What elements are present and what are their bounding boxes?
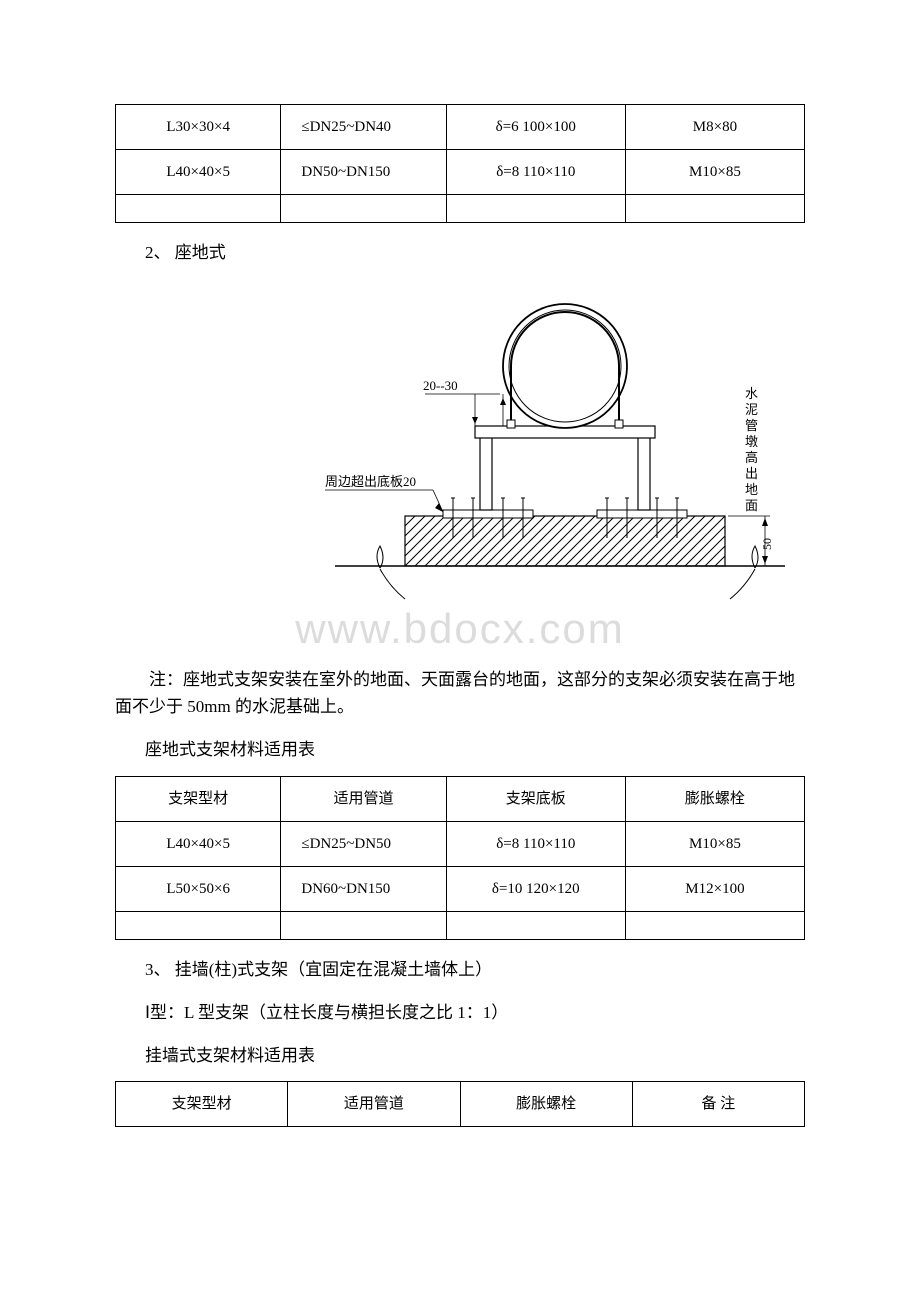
table-row: L30×30×4 ≤DN25~DN40 δ=6 100×100 M8×80 [116, 105, 805, 150]
cell: L40×40×5 [116, 821, 281, 866]
cell: L40×40×5 [116, 150, 281, 195]
label-edge: 周边超出底板20 [325, 474, 416, 489]
label-dim-50: 50 [760, 538, 774, 550]
th: 支架型材 [116, 776, 281, 821]
cell: ≤DN25~DN50 [281, 821, 446, 866]
cell: ≤DN25~DN40 [281, 105, 446, 150]
cell: δ=8 110×110 [446, 821, 625, 866]
table-header-row: 支架型材 适用管道 膨胀螺栓 备 注 [116, 1082, 805, 1127]
cell: DN60~DN150 [281, 866, 446, 911]
table-row: L40×40×5 ≤DN25~DN50 δ=8 110×110 M10×85 [116, 821, 805, 866]
cell: δ=6 100×100 [446, 105, 625, 150]
cell: L50×50×6 [116, 866, 281, 911]
floor-bracket-figure: 20--30 周边超出底板20 水 泥 管 墩 高 出 地 面 50 [115, 286, 805, 615]
th: 支架型材 [116, 1082, 288, 1127]
section-3-title: 3、 挂墙(柱)式支架（宜固定在混凝土墙体上） [145, 956, 805, 983]
label-right-1: 水 [745, 386, 758, 401]
label-right-7: 地 [745, 482, 758, 497]
label-right-4: 墩 [745, 434, 758, 449]
cell: M8×80 [625, 105, 804, 150]
table-wall-materials-header: 支架型材 适用管道 膨胀螺栓 备 注 [115, 1081, 805, 1127]
th: 适用管道 [288, 1082, 460, 1127]
table-row-empty [116, 195, 805, 223]
table-row: L40×40×5 DN50~DN150 δ=8 110×110 M10×85 [116, 150, 805, 195]
cell: M10×85 [625, 821, 804, 866]
bracket-diagram-svg: 20--30 周边超出底板20 水 泥 管 墩 高 出 地 面 50 [325, 286, 795, 606]
label-right-3: 管 [745, 418, 758, 433]
th: 膨胀螺栓 [625, 776, 804, 821]
table-top-materials: L30×30×4 ≤DN25~DN40 δ=6 100×100 M8×80 L4… [115, 104, 805, 223]
th: 适用管道 [281, 776, 446, 821]
th: 支架底板 [446, 776, 625, 821]
cell: L30×30×4 [116, 105, 281, 150]
table3-caption: 挂墙式支架材料适用表 [145, 1042, 805, 1069]
cell: M12×100 [625, 866, 804, 911]
th: 膨胀螺栓 [460, 1082, 632, 1127]
table-header-row: 支架型材 适用管道 支架底板 膨胀螺栓 [116, 776, 805, 821]
th: 备 注 [632, 1082, 804, 1127]
floor-bracket-note: 注：座地式支架安装在室外的地面、天面露台的地面，这部分的支架必须安装在高于地面不… [115, 666, 805, 720]
table-row-empty [116, 911, 805, 939]
label-right-6: 出 [745, 466, 758, 481]
label-right-8: 面 [745, 498, 758, 513]
label-right-2: 泥 [745, 402, 758, 417]
table-floor-materials: 支架型材 适用管道 支架底板 膨胀螺栓 L40×40×5 ≤DN25~DN50 … [115, 776, 805, 940]
cell: M10×85 [625, 150, 804, 195]
cell: DN50~DN150 [281, 150, 446, 195]
cell: δ=8 110×110 [446, 150, 625, 195]
section-3-sub: Ⅰ型：L 型支架（立柱长度与横担长度之比 1：1） [145, 999, 805, 1026]
cell: δ=10 120×120 [446, 866, 625, 911]
table-row: L50×50×6 DN60~DN150 δ=10 120×120 M12×100 [116, 866, 805, 911]
section-2-title: 2、 座地式 [145, 239, 805, 266]
table2-caption: 座地式支架材料适用表 [145, 736, 805, 763]
label-right-5: 高 [745, 450, 758, 465]
label-gap: 20--30 [423, 378, 458, 393]
